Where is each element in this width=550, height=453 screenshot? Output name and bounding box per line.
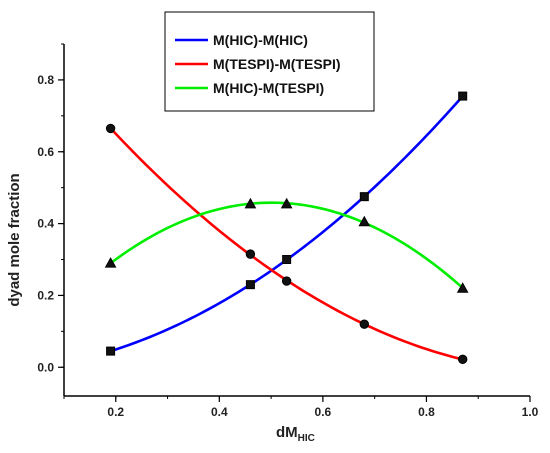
circle-marker	[359, 319, 370, 329]
x-tick-label: 0.4	[211, 405, 228, 419]
legend-label: M(TESPI)-M(TESPI)	[213, 56, 341, 72]
series-curves	[109, 95, 464, 361]
legend-box	[164, 11, 375, 112]
series-line-2	[109, 127, 464, 361]
x-tick-label: 0.8	[418, 405, 435, 419]
square-marker	[359, 192, 369, 202]
x-tick-label: 0.2	[107, 405, 124, 419]
x-tick-label: 0.6	[315, 405, 332, 419]
triangle-marker	[280, 197, 293, 209]
circle-marker	[457, 354, 468, 365]
plot-frame	[63, 44, 530, 397]
series-line-1	[110, 95, 464, 353]
triangle-marker	[456, 282, 469, 293]
y-tick-label: 0.0	[37, 360, 54, 374]
y-tick-label: 0.8	[37, 73, 54, 87]
y-tick-label: 0.6	[37, 145, 54, 159]
square-marker	[458, 91, 468, 101]
x-tick-label: 1.0	[522, 405, 539, 419]
x-axis-title-subscript: HIC	[298, 433, 315, 444]
circle-marker	[281, 276, 292, 286]
triangle-marker	[104, 257, 117, 268]
triangle-marker	[358, 215, 371, 227]
series-markers	[104, 91, 469, 365]
y-tick-label: 0.4	[37, 217, 54, 231]
ticks: 0.2 0.4 0.6 0.8 1.0 0.0 0.2 0.4 0.6 0.8	[37, 43, 539, 419]
circle-marker	[245, 249, 256, 259]
series-line-3	[109, 201, 464, 289]
square-marker	[245, 280, 255, 290]
x-axis-title: dMHIC	[276, 424, 315, 444]
legend: M(HIC)-M(HIC) M(TESPI)-M(TESPI) M(HIC)-M(T…	[164, 11, 375, 112]
square-marker	[106, 346, 116, 356]
legend-label: M(HIC)-M(TESPI)	[213, 80, 324, 96]
y-tick-label: 0.2	[37, 288, 54, 302]
legend-label: M(HIC)-M(HIC)	[213, 32, 308, 48]
y-axis-title: dyad mole fraction	[6, 173, 23, 306]
triangle-marker	[244, 197, 257, 209]
circle-marker	[105, 123, 116, 134]
square-marker	[282, 255, 292, 265]
x-axis-title-main: dM	[276, 424, 298, 441]
